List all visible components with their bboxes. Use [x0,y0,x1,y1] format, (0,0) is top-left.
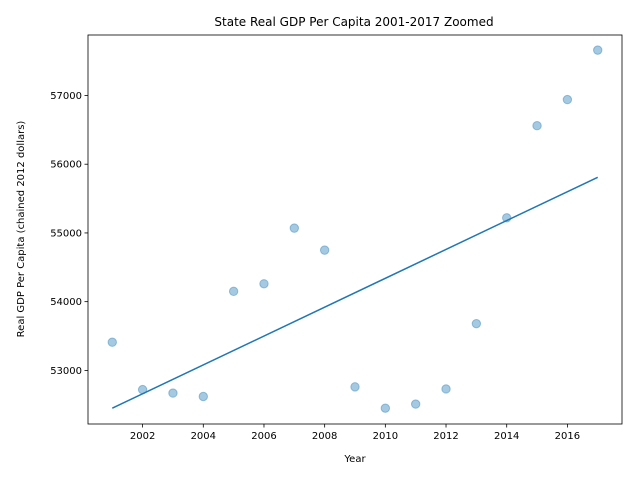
data-point-2006 [259,279,269,289]
x-tick-label: 2010 [373,431,398,442]
y-tick-label: 55000 [50,228,82,239]
data-point-2010 [380,403,391,413]
data-point-2004 [198,391,208,402]
plot-area [107,45,603,413]
plot-frame [87,34,623,425]
y-axis: 53000 54000 55000 56000 57000 [50,91,88,377]
data-point-2016 [562,94,573,105]
y-tick-label: 57000 [50,91,82,102]
x-tick-label: 2012 [433,431,458,442]
x-tick-label: 2004 [191,431,216,442]
y-tick-label: 54000 [50,297,82,308]
y-tick-label: 56000 [50,160,82,171]
x-tick-label: 2008 [312,431,337,442]
x-tick-label: 2002 [130,431,155,442]
data-point-2013 [471,318,482,329]
x-tick-label: 2016 [555,431,580,442]
data-point-2011 [410,399,421,409]
data-point-2009 [350,382,360,392]
trend-line [111,176,599,409]
data-point-2003 [168,388,178,398]
x-axis-label: Year [343,454,366,465]
data-point-2008 [319,245,330,255]
y-axis-label: Real GDP Per Capita (chained 2012 dollar… [16,121,27,338]
data-point-2001 [107,337,117,347]
y-tick-label: 53000 [50,366,82,377]
data-point-2007 [289,223,300,233]
data-point-2012 [441,384,451,394]
chart-title: State Real GDP Per Capita 2001-2017 Zoom… [214,15,493,29]
x-axis: 2002 2004 2006 2008 2010 2012 2014 2016 [130,424,580,442]
x-tick-label: 2006 [251,431,276,442]
data-point-2015 [532,121,542,131]
data-point-2017 [593,45,603,55]
data-point-2005 [228,286,239,297]
x-tick-label: 2014 [494,431,519,442]
